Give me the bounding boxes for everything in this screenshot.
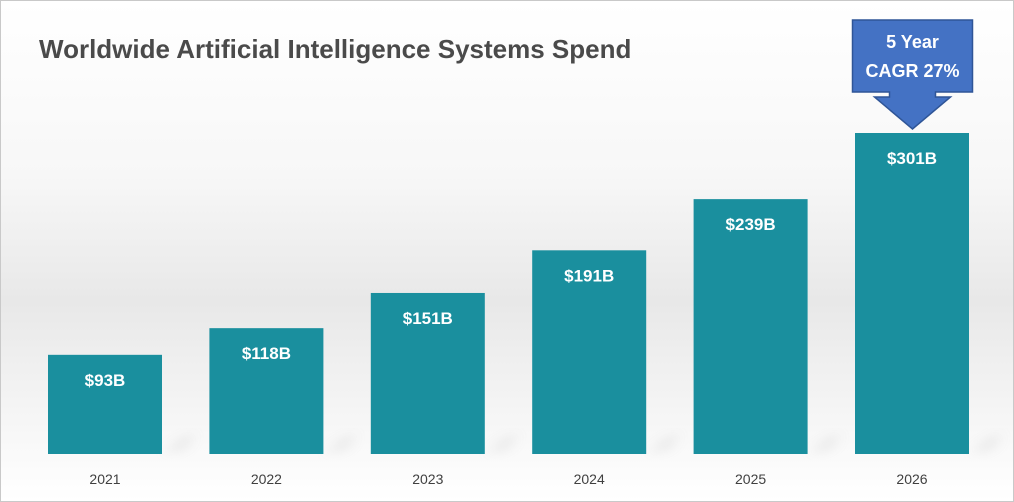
bar-shadow (646, 434, 681, 454)
x-tick-label: 2022 (251, 471, 282, 487)
bar-2021 (48, 354, 162, 454)
cagr-callout-arrow (851, 19, 974, 130)
bar-shadow (807, 434, 842, 454)
bar-value-label: $239B (726, 215, 776, 234)
x-tick-label: 2026 (896, 471, 927, 487)
bar-value-label: $151B (403, 309, 453, 328)
callout-line2: CAGR 27% (865, 61, 959, 81)
x-tick-label: 2023 (412, 471, 443, 487)
bar-value-label: $93B (85, 371, 126, 390)
bar-2025 (693, 199, 808, 454)
bar-shadow (969, 434, 1003, 454)
chart-title: Worldwide Artificial Intelligence System… (39, 34, 632, 64)
callout-line1: 5 Year (886, 32, 939, 52)
bar-shadow (162, 434, 196, 454)
bar-shadow (484, 434, 519, 454)
bar-2023 (370, 292, 485, 454)
x-tick-label: 2021 (89, 471, 120, 487)
bar-shadow (323, 434, 358, 454)
bar-value-label: $118B (242, 344, 291, 363)
bar-2026 (855, 133, 969, 454)
x-tick-label: 2025 (735, 471, 766, 487)
bar-2022 (209, 328, 324, 454)
bar-value-label: $301B (887, 149, 937, 168)
bar-value-label: $191B (564, 266, 614, 285)
x-tick-label: 2024 (574, 471, 605, 487)
bar-2024 (532, 250, 647, 454)
